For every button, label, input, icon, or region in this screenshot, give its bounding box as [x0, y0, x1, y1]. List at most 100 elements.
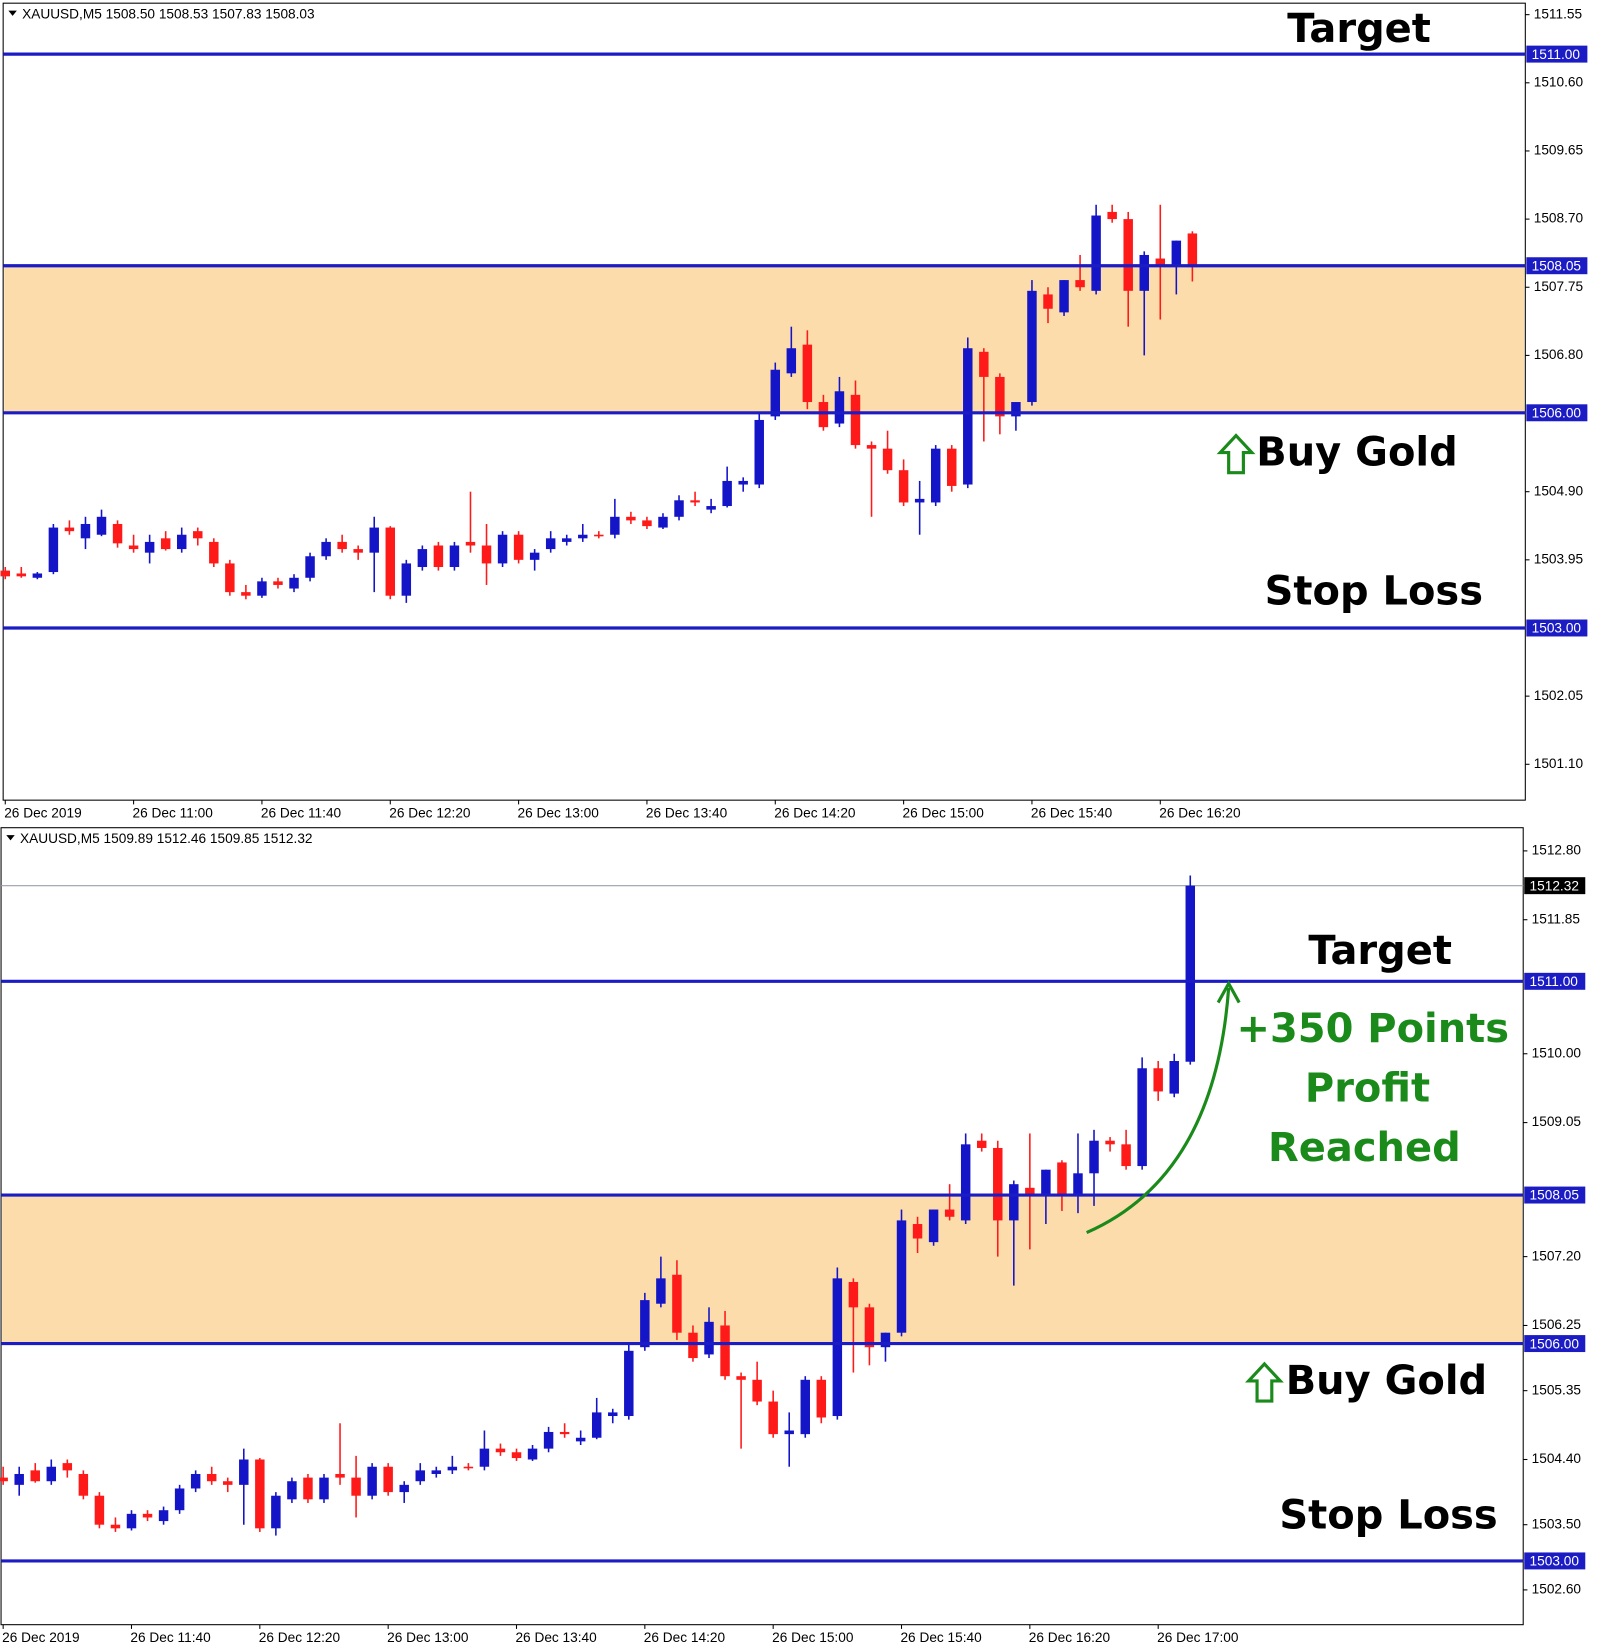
- x-tick-label: 26 Dec 15:00: [903, 806, 985, 821]
- x-tick-label: 26 Dec 11:00: [133, 806, 214, 821]
- candle-body: [303, 1477, 313, 1500]
- x-tick-label: 26 Dec 14:20: [644, 1630, 726, 1645]
- candle-body: [561, 538, 572, 542]
- candle-body: [529, 552, 540, 560]
- level-tag-label: 1508.05: [1530, 1188, 1580, 1203]
- candle-body: [223, 1481, 233, 1485]
- candle-body: [848, 1281, 859, 1308]
- candle-body: [559, 1431, 570, 1435]
- annotation: Target: [1308, 928, 1452, 974]
- annotation: +350 Points: [1236, 1006, 1509, 1052]
- annotation: Reached: [1268, 1125, 1461, 1171]
- candle-body: [80, 523, 91, 539]
- candle-body: [720, 1325, 730, 1377]
- candle-body: [850, 394, 861, 446]
- y-tick-label: 1509.05: [1532, 1114, 1582, 1129]
- candle-body: [144, 541, 155, 553]
- chart-header: XAUUSD,M5 1509.89 1512.46 1509.85 1512.3…: [20, 831, 313, 846]
- candle-body: [463, 1466, 474, 1469]
- x-tick-label: 26 Dec 14:20: [774, 806, 856, 821]
- x-tick-label: 26 Dec 12:20: [259, 1630, 341, 1645]
- y-tick-label: 1510.60: [1534, 74, 1584, 89]
- candle-body: [337, 541, 347, 550]
- candle-body: [944, 1209, 955, 1217]
- candle-body: [14, 1473, 24, 1485]
- collapse-icon: [6, 835, 15, 841]
- candle-body: [960, 1144, 971, 1221]
- level-tag-label: 1508.05: [1532, 258, 1582, 273]
- y-tick-label: 1511.55: [1534, 6, 1583, 21]
- candle-body: [995, 376, 1005, 417]
- candle-body: [642, 520, 652, 527]
- candle-body: [752, 1379, 762, 1402]
- candle-body: [591, 1412, 602, 1438]
- candle-body: [545, 538, 556, 550]
- candle-body: [1009, 1184, 1019, 1221]
- candle-body: [816, 1379, 827, 1418]
- candle-body: [206, 1473, 217, 1482]
- candle-body: [353, 549, 363, 553]
- y-tick-label: 1506.25: [1532, 1317, 1582, 1332]
- candle-body: [866, 445, 877, 449]
- candle-body: [1011, 402, 1021, 417]
- x-tick-label: 26 Dec 2019: [2, 1630, 80, 1645]
- candle-body: [401, 563, 412, 596]
- candle-body: [112, 523, 123, 544]
- candle-body: [465, 541, 476, 546]
- profit-arrow: [1086, 987, 1231, 1235]
- level-tag: [1526, 404, 1588, 422]
- candle-body: [979, 351, 989, 377]
- candle-body: [447, 1466, 458, 1471]
- candle-body: [497, 534, 508, 564]
- candle-body: [241, 592, 251, 596]
- candle-body: [1107, 211, 1117, 220]
- candle-body: [674, 500, 684, 517]
- y-tick-label: 1502.05: [1534, 688, 1584, 703]
- y-tick-label: 1512.80: [1532, 842, 1582, 857]
- candle-body: [896, 1220, 907, 1333]
- level-tag: [1524, 1552, 1586, 1570]
- candle-body: [928, 1209, 939, 1243]
- candle-body: [289, 577, 299, 589]
- candle-body: [495, 1448, 506, 1453]
- candle-body: [1121, 1144, 1131, 1167]
- annotation: Stop Loss: [1279, 1493, 1497, 1539]
- candle-body: [383, 1466, 393, 1493]
- candle-body: [1043, 294, 1053, 309]
- candle-body: [1185, 885, 1196, 1062]
- candle-body: [963, 348, 973, 485]
- x-tick-label: 26 Dec 16:20: [1029, 1630, 1111, 1645]
- candle-body: [706, 506, 716, 510]
- x-tick-label: 26 Dec 13:40: [515, 1630, 597, 1645]
- candle-body: [786, 348, 797, 374]
- candle-body: [672, 1274, 682, 1333]
- annotation: Profit: [1305, 1065, 1430, 1111]
- level-tag: [1526, 619, 1588, 637]
- up-arrow-icon: [1245, 1361, 1284, 1403]
- candle-body: [976, 1140, 987, 1148]
- candle-body: [784, 1430, 794, 1435]
- candle-body: [225, 563, 235, 593]
- last-price-tag: [1524, 877, 1586, 895]
- candle-body: [142, 1513, 153, 1518]
- candle-body: [736, 1376, 746, 1380]
- y-tick-label: 1506.80: [1534, 347, 1584, 362]
- candle-body: [319, 1477, 329, 1500]
- x-tick-label: 26 Dec 12:20: [389, 806, 471, 821]
- annotation: Target: [1287, 6, 1431, 52]
- candle-body: [1187, 233, 1198, 268]
- candle-body: [800, 1379, 810, 1435]
- candle-body: [930, 448, 941, 503]
- candle-body: [305, 556, 315, 578]
- candle-body: [64, 527, 75, 532]
- candle-body: [1153, 1068, 1163, 1092]
- level-tag-label: 1511.00: [1530, 974, 1579, 989]
- candle-body: [30, 1470, 40, 1482]
- candle-body: [174, 1488, 185, 1511]
- level-tag: [1524, 972, 1586, 990]
- y-tick-label: 1504.90: [1534, 483, 1584, 498]
- candle-body: [1091, 215, 1101, 291]
- candle-body: [1041, 1169, 1051, 1196]
- x-tick-label: 26 Dec 13:00: [518, 806, 600, 821]
